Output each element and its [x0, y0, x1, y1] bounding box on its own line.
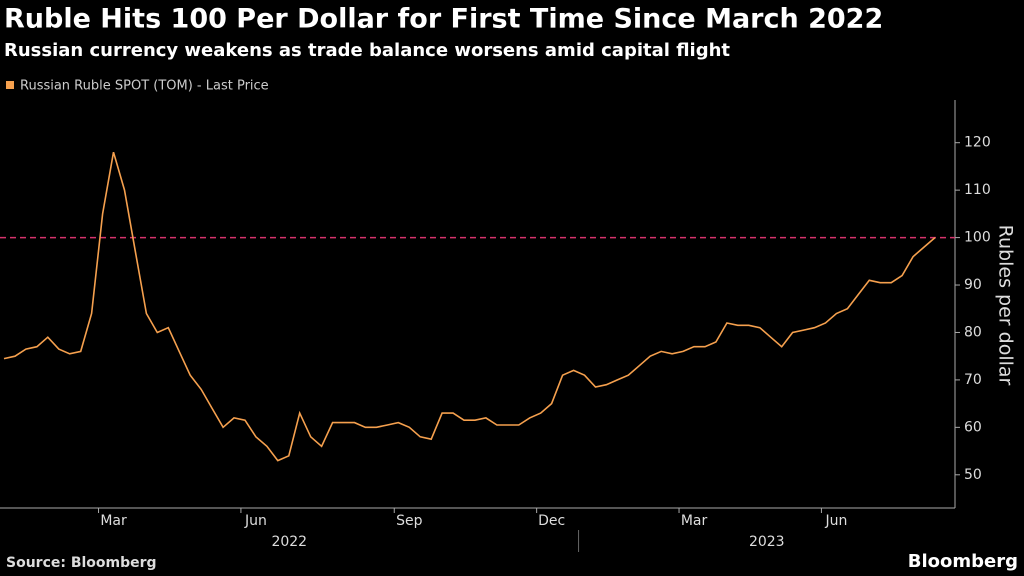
x-tick-label: Sep: [396, 513, 423, 529]
y-tick-label: 90: [964, 277, 982, 293]
x-tick-label: Dec: [538, 513, 565, 529]
y-tick-label: 70: [964, 372, 982, 388]
chart-title: Ruble Hits 100 Per Dollar for First Time…: [4, 4, 883, 35]
y-tick-label: 60: [964, 419, 982, 435]
x-tick-label: Mar: [681, 513, 708, 529]
y-tick-label: 100: [964, 230, 991, 246]
year-label: 2022: [271, 534, 307, 550]
legend-swatch: [6, 81, 14, 89]
legend-label: Russian Ruble SPOT (TOM) - Last Price: [20, 79, 269, 94]
y-axis-label: Rubles per dollar: [995, 225, 1017, 386]
year-label: 2023: [749, 534, 785, 550]
y-tick-label: 120: [964, 135, 991, 151]
x-tick-label: Jun: [244, 513, 267, 529]
y-tick-label: 80: [964, 324, 982, 340]
price-line: [3, 151, 936, 462]
source: Source: Bloomberg: [6, 555, 157, 571]
x-tick-label: Mar: [100, 513, 127, 529]
y-tick-label: 50: [964, 467, 982, 483]
brand: Bloomberg: [908, 551, 1018, 572]
x-tick-label: Jun: [824, 513, 847, 529]
chart-subtitle: Russian currency weakens as trade balanc…: [4, 40, 730, 61]
y-tick-label: 110: [964, 182, 991, 198]
